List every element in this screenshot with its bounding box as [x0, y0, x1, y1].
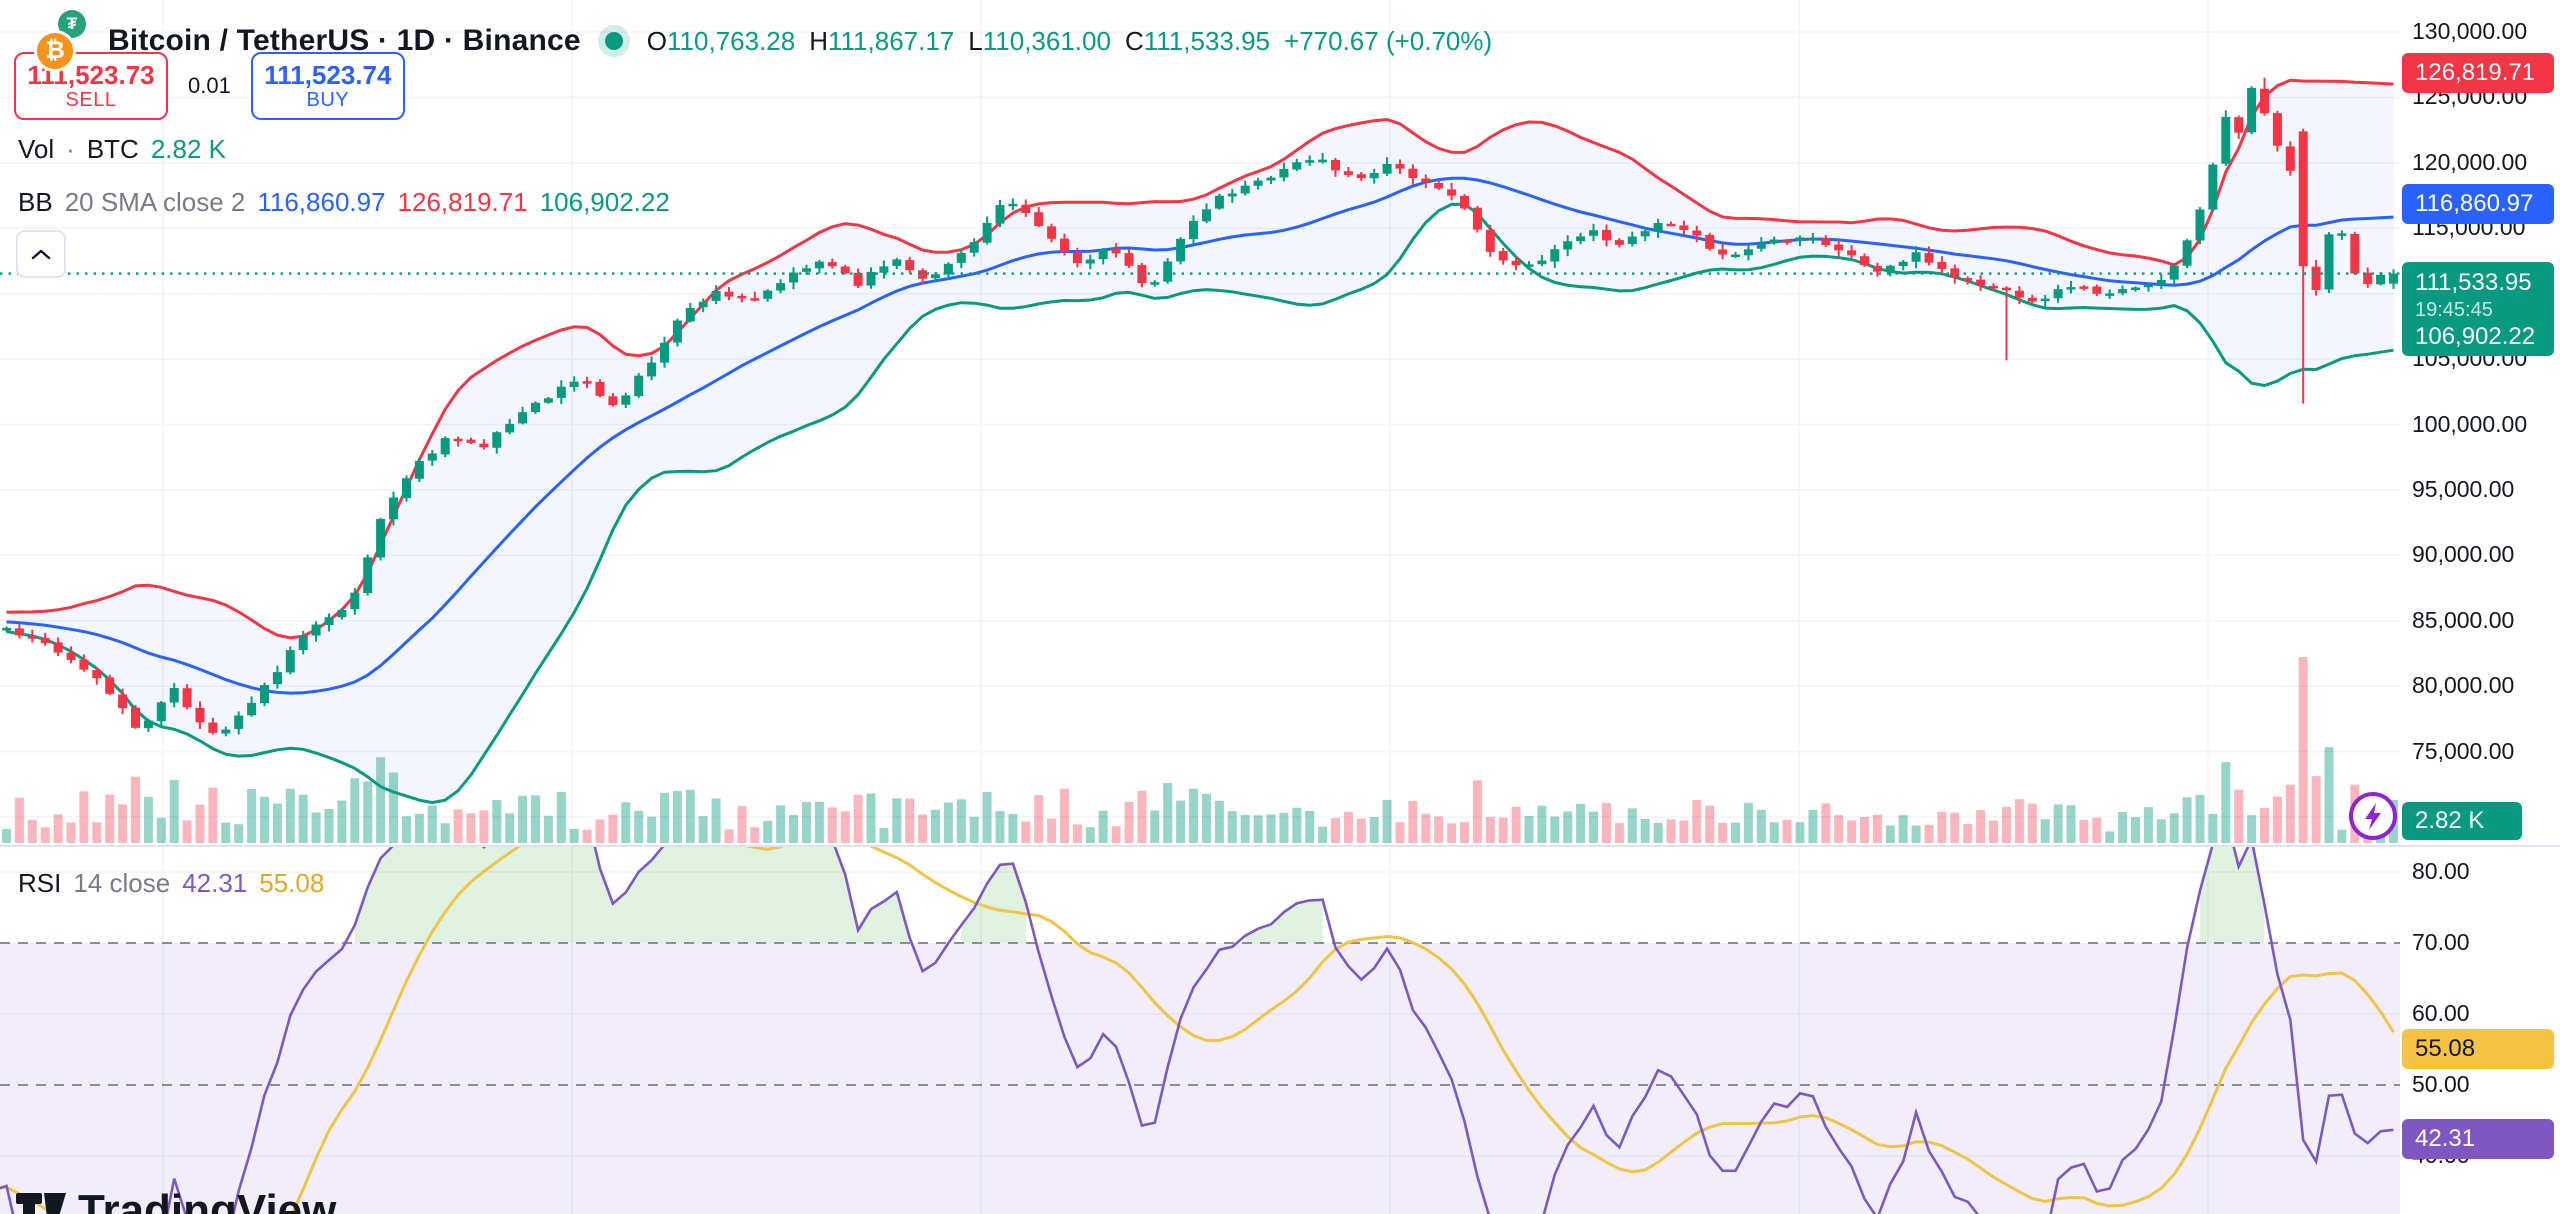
rsi-legend: RSI 14 close 42.31 55.08 [18, 868, 324, 899]
last-price-value: 111,533.95 [2415, 269, 2532, 296]
ohlc-close-value: 111,533.95 [1143, 25, 1271, 56]
chart-header: ₮ ₿ Bitcoin / TetherUS · 1D · Binance O1… [20, 8, 1492, 74]
bb-legend-params: 20 SMA close 2 [64, 187, 246, 217]
buy-button[interactable]: 111,523.74 BUY [250, 52, 405, 120]
bb-upper-axis-badge: 126,819.71 [2402, 53, 2554, 93]
price-axis-label: 75,000.00 [2412, 737, 2515, 764]
ohlc-low-value: 110,361.00 [982, 25, 1111, 56]
bb-basis-value: 116,860.97 [257, 187, 386, 217]
volume-axis-badge: 2.82 K [2402, 802, 2522, 840]
bb-basis-axis-value: 116,860.97 [2415, 190, 2534, 217]
symbol-pair-icon: ₮ ₿ [20, 8, 94, 74]
realtime-marker[interactable] [2346, 789, 2400, 848]
ohlc-open-label: O [646, 25, 668, 56]
price-axis-label: 120,000.00 [2412, 148, 2528, 175]
rsi-axis-label: 70.00 [2412, 929, 2470, 955]
volume-legend: Vol · BTC 2.82 K [18, 134, 226, 165]
bb-lower-value: 106,902.22 [539, 187, 670, 217]
watermark-text: TradingView [78, 1186, 337, 1214]
market-status-dot[interactable] [604, 32, 623, 50]
rsi-ma-axis-badge: 55.08 [2402, 1029, 2554, 1069]
rsi-axis-label: 80.00 [2412, 858, 2470, 884]
ohlc-low-label: L [968, 25, 983, 56]
rsi-axis-value: 42.31 [2415, 1125, 2476, 1152]
rsi-axis-label: 60.00 [2412, 1000, 2470, 1026]
rsi-axis-badge: 42.31 [2402, 1119, 2554, 1159]
ohlc-close-label: C [1124, 25, 1144, 56]
lightning-icon [2349, 792, 2397, 840]
price-axis-label: 100,000.00 [2412, 410, 2528, 437]
bb-legend: BB 20 SMA close 2 116,860.97 126,819.71 … [18, 187, 670, 218]
collapse-indicators-button[interactable] [16, 230, 66, 278]
tradingview-watermark: TradingView [16, 1186, 336, 1214]
rsi-ma-axis-value: 55.08 [2415, 1035, 2476, 1062]
volume-legend-symbol: BTC [86, 134, 139, 164]
chevron-up-icon [31, 249, 51, 259]
rsi-axis-label: 50.00 [2412, 1071, 2470, 1097]
bb-lower-axis-badge: 106,902.22 [2402, 318, 2554, 356]
buy-label: BUY [306, 89, 350, 112]
symbol-title[interactable]: Bitcoin / TetherUS · 1D · Binance [108, 24, 581, 57]
tether-coin-icon: ₮ [58, 10, 86, 38]
bb-upper-value: 126,819.71 [397, 187, 528, 217]
last-price-axis-badge: 111,533.95 19:45:45 [2402, 262, 2554, 329]
price-axis-label: 130,000.00 [2412, 18, 2528, 44]
ohlc-open-value: 110,763.28 [667, 25, 796, 56]
ohlc-high-label: H [809, 25, 828, 56]
ohlc-readout: O110,763.28 H111,867.17 L110,361.00 C111… [647, 26, 1492, 57]
price-axis-label: 90,000.00 [2412, 541, 2515, 568]
ohlc-high-value: 111,867.17 [828, 25, 955, 56]
price-axis-label: 80,000.00 [2412, 672, 2515, 699]
bb-lower-axis-value: 106,902.22 [2415, 323, 2536, 350]
ohlc-change: +770.67 (+0.70%) [1284, 25, 1493, 56]
sell-label: SELL [65, 89, 117, 112]
price-axis-label: 95,000.00 [2412, 475, 2515, 502]
rsi-legend-params: 14 close [73, 868, 171, 898]
bb-basis-axis-badge: 116,860.97 [2402, 184, 2554, 224]
volume-legend-separator: · [66, 134, 75, 164]
bb-legend-name: BB [18, 187, 53, 217]
countdown-timer: 19:45:45 [2415, 299, 2493, 321]
buy-price: 111,523.74 [264, 59, 392, 90]
volume-legend-value: 2.82 K [150, 134, 226, 164]
rsi-value: 42.31 [182, 868, 248, 898]
tradingview-logo-icon [16, 1193, 66, 1214]
rsi-legend-name: RSI [18, 868, 62, 898]
price-axis-label: 85,000.00 [2412, 606, 2515, 633]
rsi-ma-value: 55.08 [259, 868, 325, 898]
volume-axis-value: 2.82 K [2415, 807, 2485, 834]
volume-legend-name: Vol [18, 134, 55, 164]
bitcoin-coin-icon: ₿ [34, 30, 76, 72]
bb-upper-axis-value: 126,819.71 [2415, 59, 2536, 86]
spread-value: 0.01 [188, 73, 231, 98]
